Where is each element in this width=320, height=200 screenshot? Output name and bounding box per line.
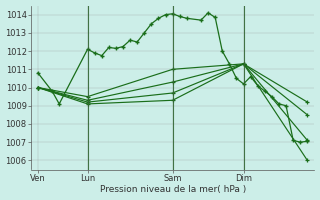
X-axis label: Pression niveau de la mer( hPa ): Pression niveau de la mer( hPa ) xyxy=(100,185,246,194)
